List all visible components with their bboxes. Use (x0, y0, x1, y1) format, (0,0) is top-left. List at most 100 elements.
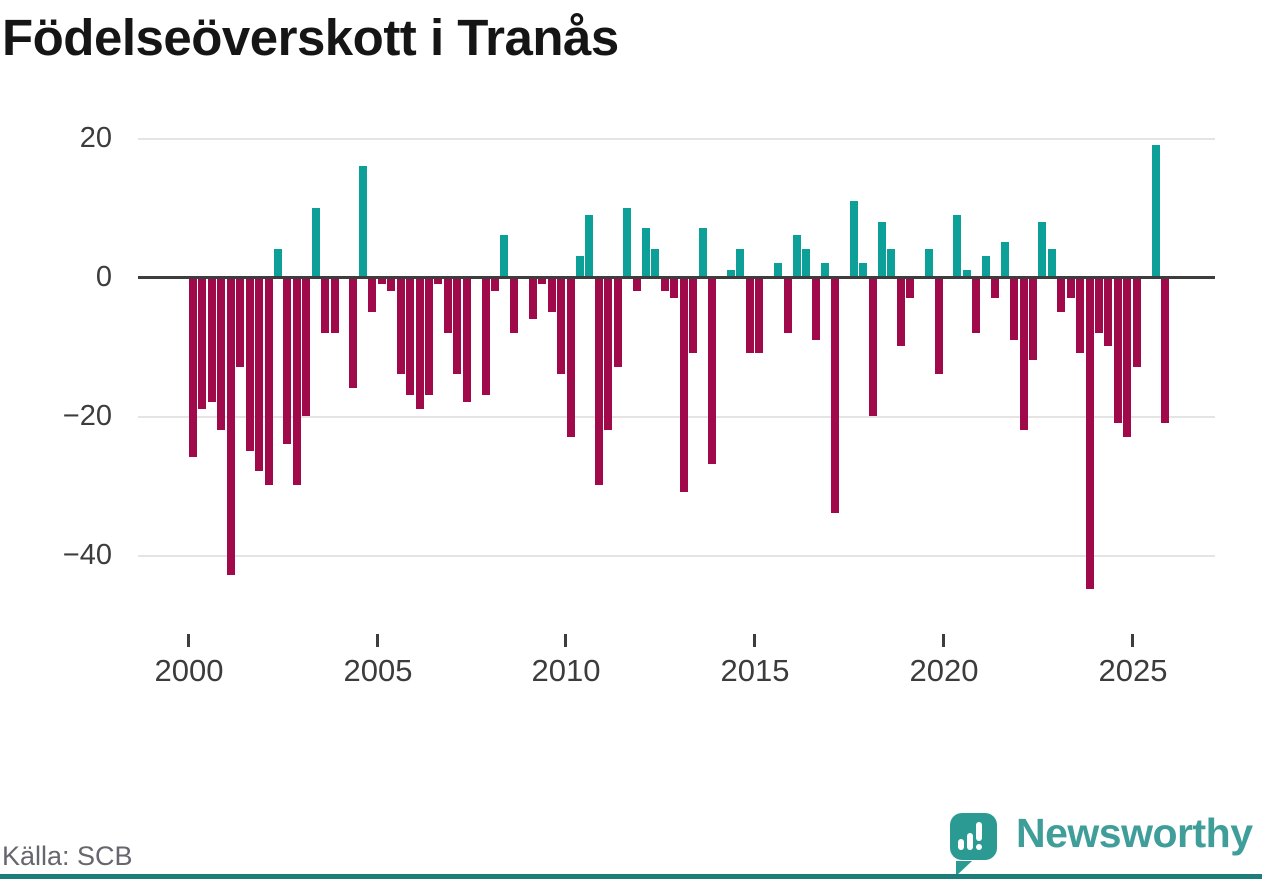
bar-negative (509, 277, 518, 333)
bar-negative (896, 277, 905, 347)
bar-negative (377, 277, 386, 284)
bar-negative (1066, 277, 1075, 298)
bar-negative (830, 277, 839, 513)
bar-negative (906, 277, 915, 298)
bar-negative (330, 277, 339, 333)
bar-negative (660, 277, 669, 291)
bar-negative (1019, 277, 1028, 430)
x-axis-label: 2020 (909, 653, 979, 688)
bar-negative (415, 277, 424, 409)
bar-negative (1132, 277, 1141, 368)
logo-bubble-icon (950, 813, 997, 876)
bar-negative (745, 277, 754, 354)
bar-negative (1113, 277, 1122, 423)
bar-positive (1000, 242, 1009, 277)
logo-exclamation-dot-icon (976, 844, 982, 850)
bar-negative (424, 277, 433, 395)
bar-positive (1038, 221, 1047, 277)
x-axis-label: 2015 (720, 653, 790, 688)
bar-positive (877, 221, 886, 277)
bar-negative (1085, 277, 1094, 590)
bar-negative (189, 277, 197, 458)
bar-negative (868, 277, 877, 416)
bar-negative (1010, 277, 1018, 340)
bar-negative (349, 277, 358, 388)
y-axis-label: 0 (95, 261, 112, 293)
x-axis-label: 2010 (531, 653, 601, 688)
zero-axis-line (138, 275, 1215, 279)
x-tick-mark (376, 634, 379, 647)
bar-negative (245, 277, 254, 451)
bar-negative (613, 277, 622, 368)
y-axis-label: −40 (62, 539, 112, 571)
bar-negative (1076, 277, 1085, 354)
bar-negative (811, 277, 820, 340)
gridline (138, 138, 1215, 140)
bar-positive (859, 263, 867, 277)
bar-negative (236, 277, 245, 368)
bar-negative (972, 277, 981, 333)
bar-negative (547, 277, 556, 312)
bar-negative (255, 277, 264, 472)
x-tick-mark (753, 634, 756, 647)
bar-negative (934, 277, 943, 375)
bar-negative (491, 277, 499, 291)
x-tick-mark (187, 634, 190, 647)
source-text: Källa: SCB (2, 841, 133, 871)
bar-positive (1047, 249, 1056, 277)
logo-bar-icon (958, 839, 964, 850)
bar-negative (406, 277, 415, 395)
bar-positive (802, 249, 811, 277)
bar-negative (387, 277, 396, 291)
bar-negative (1123, 277, 1132, 437)
bar-negative (783, 277, 792, 333)
bar-negative (594, 277, 603, 486)
bar-positive (962, 270, 971, 277)
logo-bar-icon (967, 833, 973, 850)
logo-bubble-tail (956, 861, 972, 876)
x-axis-label: 2005 (343, 653, 413, 688)
bar-negative (207, 277, 216, 402)
bar-positive (774, 263, 783, 277)
bar-negative (481, 277, 490, 395)
bar-positive (500, 235, 509, 277)
bar-positive (642, 228, 650, 277)
newsworthy-wordmark: Newsworthy (1016, 810, 1253, 856)
bar-positive (585, 214, 594, 277)
y-axis-label: −20 (62, 400, 112, 432)
bar-positive (887, 249, 896, 277)
bar-negative (264, 277, 273, 486)
bar-negative (321, 277, 330, 333)
bar-negative (755, 277, 764, 354)
bar-negative (632, 277, 641, 291)
bar-positive (651, 249, 660, 277)
bar-positive (736, 249, 745, 277)
bar-positive (273, 249, 282, 277)
bar-positive (953, 214, 962, 277)
logo-exclamation-icon (976, 822, 982, 841)
bar-negative (198, 277, 207, 409)
bar-negative (396, 277, 405, 375)
x-tick-mark (942, 634, 945, 647)
bar-negative (217, 277, 226, 430)
bar-positive (311, 207, 320, 277)
bar-negative (528, 277, 537, 319)
bar-negative (226, 277, 235, 576)
bar-negative (689, 277, 698, 354)
bar-positive (575, 256, 584, 277)
chart-title: Födelseöverskott i Tranås (2, 9, 619, 66)
bar-negative (679, 277, 688, 493)
bar-positive (981, 256, 990, 277)
bar-negative (557, 277, 565, 375)
bar-negative (283, 277, 292, 444)
bar-negative (1104, 277, 1113, 347)
bar-positive (726, 270, 735, 277)
bar-positive (821, 263, 830, 277)
bar-positive (793, 235, 801, 277)
bar-negative (991, 277, 1000, 298)
bar-negative (1057, 277, 1066, 312)
bar-negative (453, 277, 462, 375)
bar-positive (623, 207, 632, 277)
bar-negative (434, 277, 443, 284)
